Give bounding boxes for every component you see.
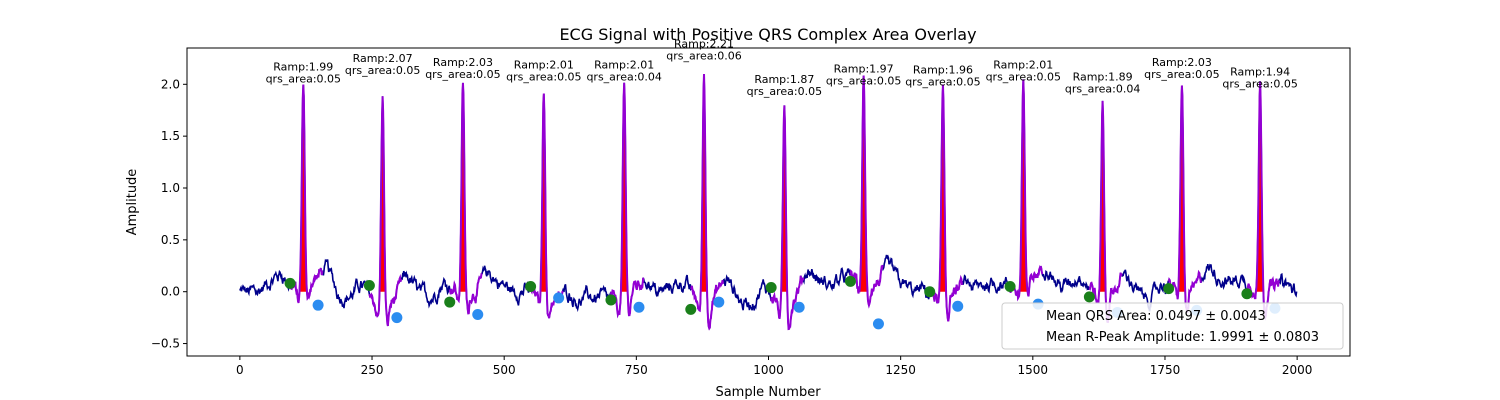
s-point-marker [312,299,324,311]
qrs-area-annotation: qrs_area:0.05 [826,74,901,87]
x-tick-label: 1250 [885,363,916,377]
qrs-segment-line [1088,100,1123,324]
x-tick-label: 250 [361,363,384,377]
q-point-marker [1004,281,1016,293]
x-tick-label: 750 [625,363,648,377]
legend-entry-qrs-area: Mean QRS Area: 0.0497 ± 0.0043 [1046,309,1266,324]
plot-area [239,74,1298,331]
qrs-area-annotation: qrs_area:0.06 [666,50,741,63]
s-point-marker [553,292,565,304]
q-point-marker [605,294,617,306]
q-point-marker [1083,291,1095,303]
qrs-segment-line [1245,81,1281,321]
qrs-area-annotation: qrs_area:0.05 [905,75,980,88]
r-amp-annotation: Ramp:1.99 [273,60,333,73]
legend-entry-r-peak: Mean R-Peak Amplitude: 1.9991 ± 0.0803 [1046,330,1319,345]
qrs-segment-line [849,75,884,309]
qrs-segment-line [368,96,403,327]
legend: Mean QRS Area: 0.0497 ± 0.0043 Mean R-Pe… [1001,302,1344,350]
q-point-marker [1241,288,1253,300]
qrs-segment-line [928,84,963,322]
r-amp-annotation: Ramp:2.01 [594,58,654,71]
y-tick-label: −0.5 [151,337,180,351]
s-point-marker [472,309,484,321]
x-axis-label: Sample Number [715,385,821,400]
y-tick-label: 0.0 [161,285,180,299]
q-point-marker [844,275,856,287]
r-amp-annotation: Ramp:2.07 [353,52,413,65]
q-point-marker [363,279,375,291]
qrs-area-annotation: qrs_area:0.04 [586,70,661,83]
r-amp-annotation: Ramp:2.03 [1152,56,1212,69]
qrs-area-annotation: qrs_area:0.05 [345,64,420,77]
q-point-marker [525,281,537,293]
r-amp-annotation: Ramp:1.96 [913,63,973,76]
y-axis-label: Amplitude [125,169,140,236]
r-amp-annotation: Ramp:2.21 [674,38,734,51]
qrs-segment-line [1167,85,1202,313]
s-point-marker [872,318,884,330]
s-point-marker [633,301,645,313]
s-point-marker [391,312,403,324]
y-tick-label: 1.0 [161,181,180,195]
y-tick-label: 1.5 [161,129,180,143]
qrs-area-annotation: qrs_area:0.05 [747,85,822,98]
y-axis: −0.5 0.0 0.5 1.0 1.5 2.0 [151,77,187,351]
qrs-segment-line [609,82,645,319]
r-amp-annotation: Ramp:2.01 [514,58,574,71]
qrs-segment-line [770,105,805,331]
qrs-area-annotation: qrs_area:0.05 [1144,68,1219,81]
s-point-marker [793,301,805,313]
chart-title: ECG Signal with Positive QRS Complex Are… [559,25,976,44]
s-point-marker [713,296,725,308]
legend-box [1001,302,1344,350]
x-tick-label: 1000 [753,363,784,377]
r-amp-annotation: Ramp:1.89 [1073,71,1133,84]
x-tick-label: 1500 [1018,363,1049,377]
qrs-segment-line [690,74,725,331]
r-amp-annotation: Ramp:1.94 [1230,66,1290,79]
y-tick-label: 0.5 [161,233,180,247]
x-tick-label: 0 [236,363,244,377]
qrs-area-annotation: qrs_area:0.05 [266,72,341,85]
qrs-area-annotation: qrs_area:0.05 [506,70,581,83]
y-tick-label: 2.0 [161,77,180,91]
s-point-marker [952,300,964,312]
qrs-area-annotation: qrs_area:0.05 [986,70,1061,83]
q-point-marker [765,282,777,294]
qrs-area-annotation: qrs_area:0.04 [1065,83,1140,96]
beat-annotations: Ramp:1.99qrs_area:0.05Ramp:2.07qrs_area:… [266,38,1298,98]
q-point-marker [1163,283,1175,295]
q-point-marker [924,286,936,298]
x-tick-label: 1750 [1150,363,1181,377]
r-amp-annotation: Ramp:2.03 [433,56,493,69]
qrs-segment-line [1009,79,1044,302]
x-tick-label: 2000 [1282,363,1313,377]
qrs-area-annotation: qrs_area:0.05 [425,68,500,81]
r-amp-annotation: Ramp:1.87 [754,73,814,86]
qrs-segment-line [448,82,483,315]
q-point-marker [284,277,296,289]
q-point-marker [685,303,697,315]
x-axis: 0 250 500 750 1000 1250 1500 1750 2000 [236,356,1312,377]
x-tick-label: 500 [493,363,516,377]
qrs-area-annotation: qrs_area:0.05 [1222,78,1297,91]
q-point-marker [444,296,456,308]
r-amp-annotation: Ramp:2.01 [993,58,1053,71]
qrs-segment-line [289,84,324,304]
r-amp-annotation: Ramp:1.97 [834,62,894,75]
